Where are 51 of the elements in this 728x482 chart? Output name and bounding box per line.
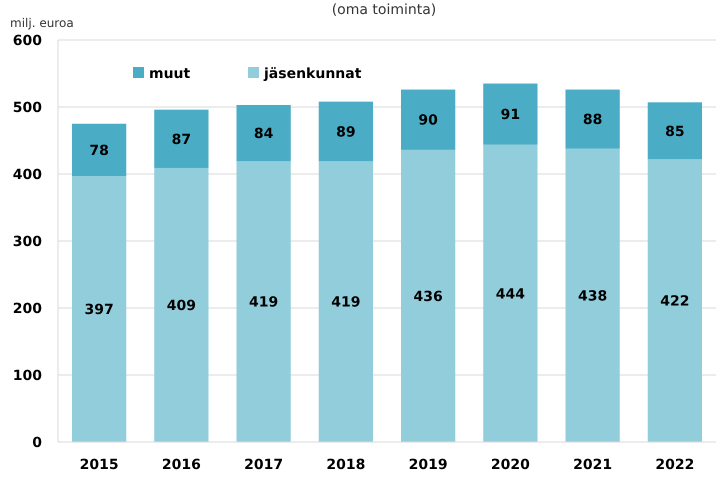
data-label: 87 (172, 132, 192, 148)
bar (400, 150, 456, 442)
data-label: 444 (496, 286, 526, 302)
bar (400, 90, 456, 150)
data-label: 88 (582, 112, 602, 128)
data-label: 89 (336, 124, 356, 140)
data-label: 422 (660, 294, 690, 310)
data-label: 85 (665, 124, 685, 140)
x-tick-label: 2022 (655, 457, 694, 473)
data-label: 397 (84, 302, 114, 318)
x-tick-label: 2017 (244, 457, 284, 473)
y-axis-title: milj. euroa (10, 16, 74, 30)
chart-subtitle: (oma toiminta) (332, 2, 436, 18)
data-label: 78 (89, 142, 109, 159)
bar (483, 144, 538, 442)
bar (483, 84, 538, 145)
bar (565, 148, 620, 442)
x-tick-label: 2021 (573, 457, 612, 473)
x-tick-label: 2018 (326, 457, 366, 473)
data-label: 436 (414, 288, 443, 305)
y-tick-label: 500 (12, 100, 42, 116)
bar (565, 90, 620, 149)
bar (318, 102, 374, 162)
bar (648, 102, 702, 160)
data-label: 419 (331, 294, 360, 311)
data-label: 91 (500, 107, 520, 124)
bar (154, 110, 209, 168)
y-tick-label: 100 (12, 368, 42, 384)
y-tick-label: 200 (12, 301, 42, 317)
bar (648, 159, 702, 442)
y-tick-label: 0 (32, 435, 42, 451)
y-tick-label: 600 (12, 33, 42, 49)
data-label: 90 (418, 112, 438, 129)
data-label: 438 (578, 288, 608, 304)
bar (236, 161, 291, 442)
bar (72, 176, 126, 442)
legend-label: jäsenkunnat (263, 66, 362, 82)
data-label: 84 (254, 126, 274, 142)
bar (72, 124, 126, 176)
x-tick-label: 2015 (80, 457, 119, 473)
x-tick-label: 2020 (490, 457, 530, 473)
x-tick-label: 2019 (408, 457, 448, 473)
bar (154, 168, 209, 442)
data-label: 409 (166, 298, 196, 314)
legend-label: muut (149, 66, 191, 82)
x-tick-label: 2016 (162, 457, 201, 473)
y-tick-label: 400 (12, 167, 42, 183)
bar (318, 161, 374, 442)
bar (236, 104, 291, 162)
y-tick-label: 300 (12, 234, 42, 250)
data-label: 419 (249, 294, 278, 311)
